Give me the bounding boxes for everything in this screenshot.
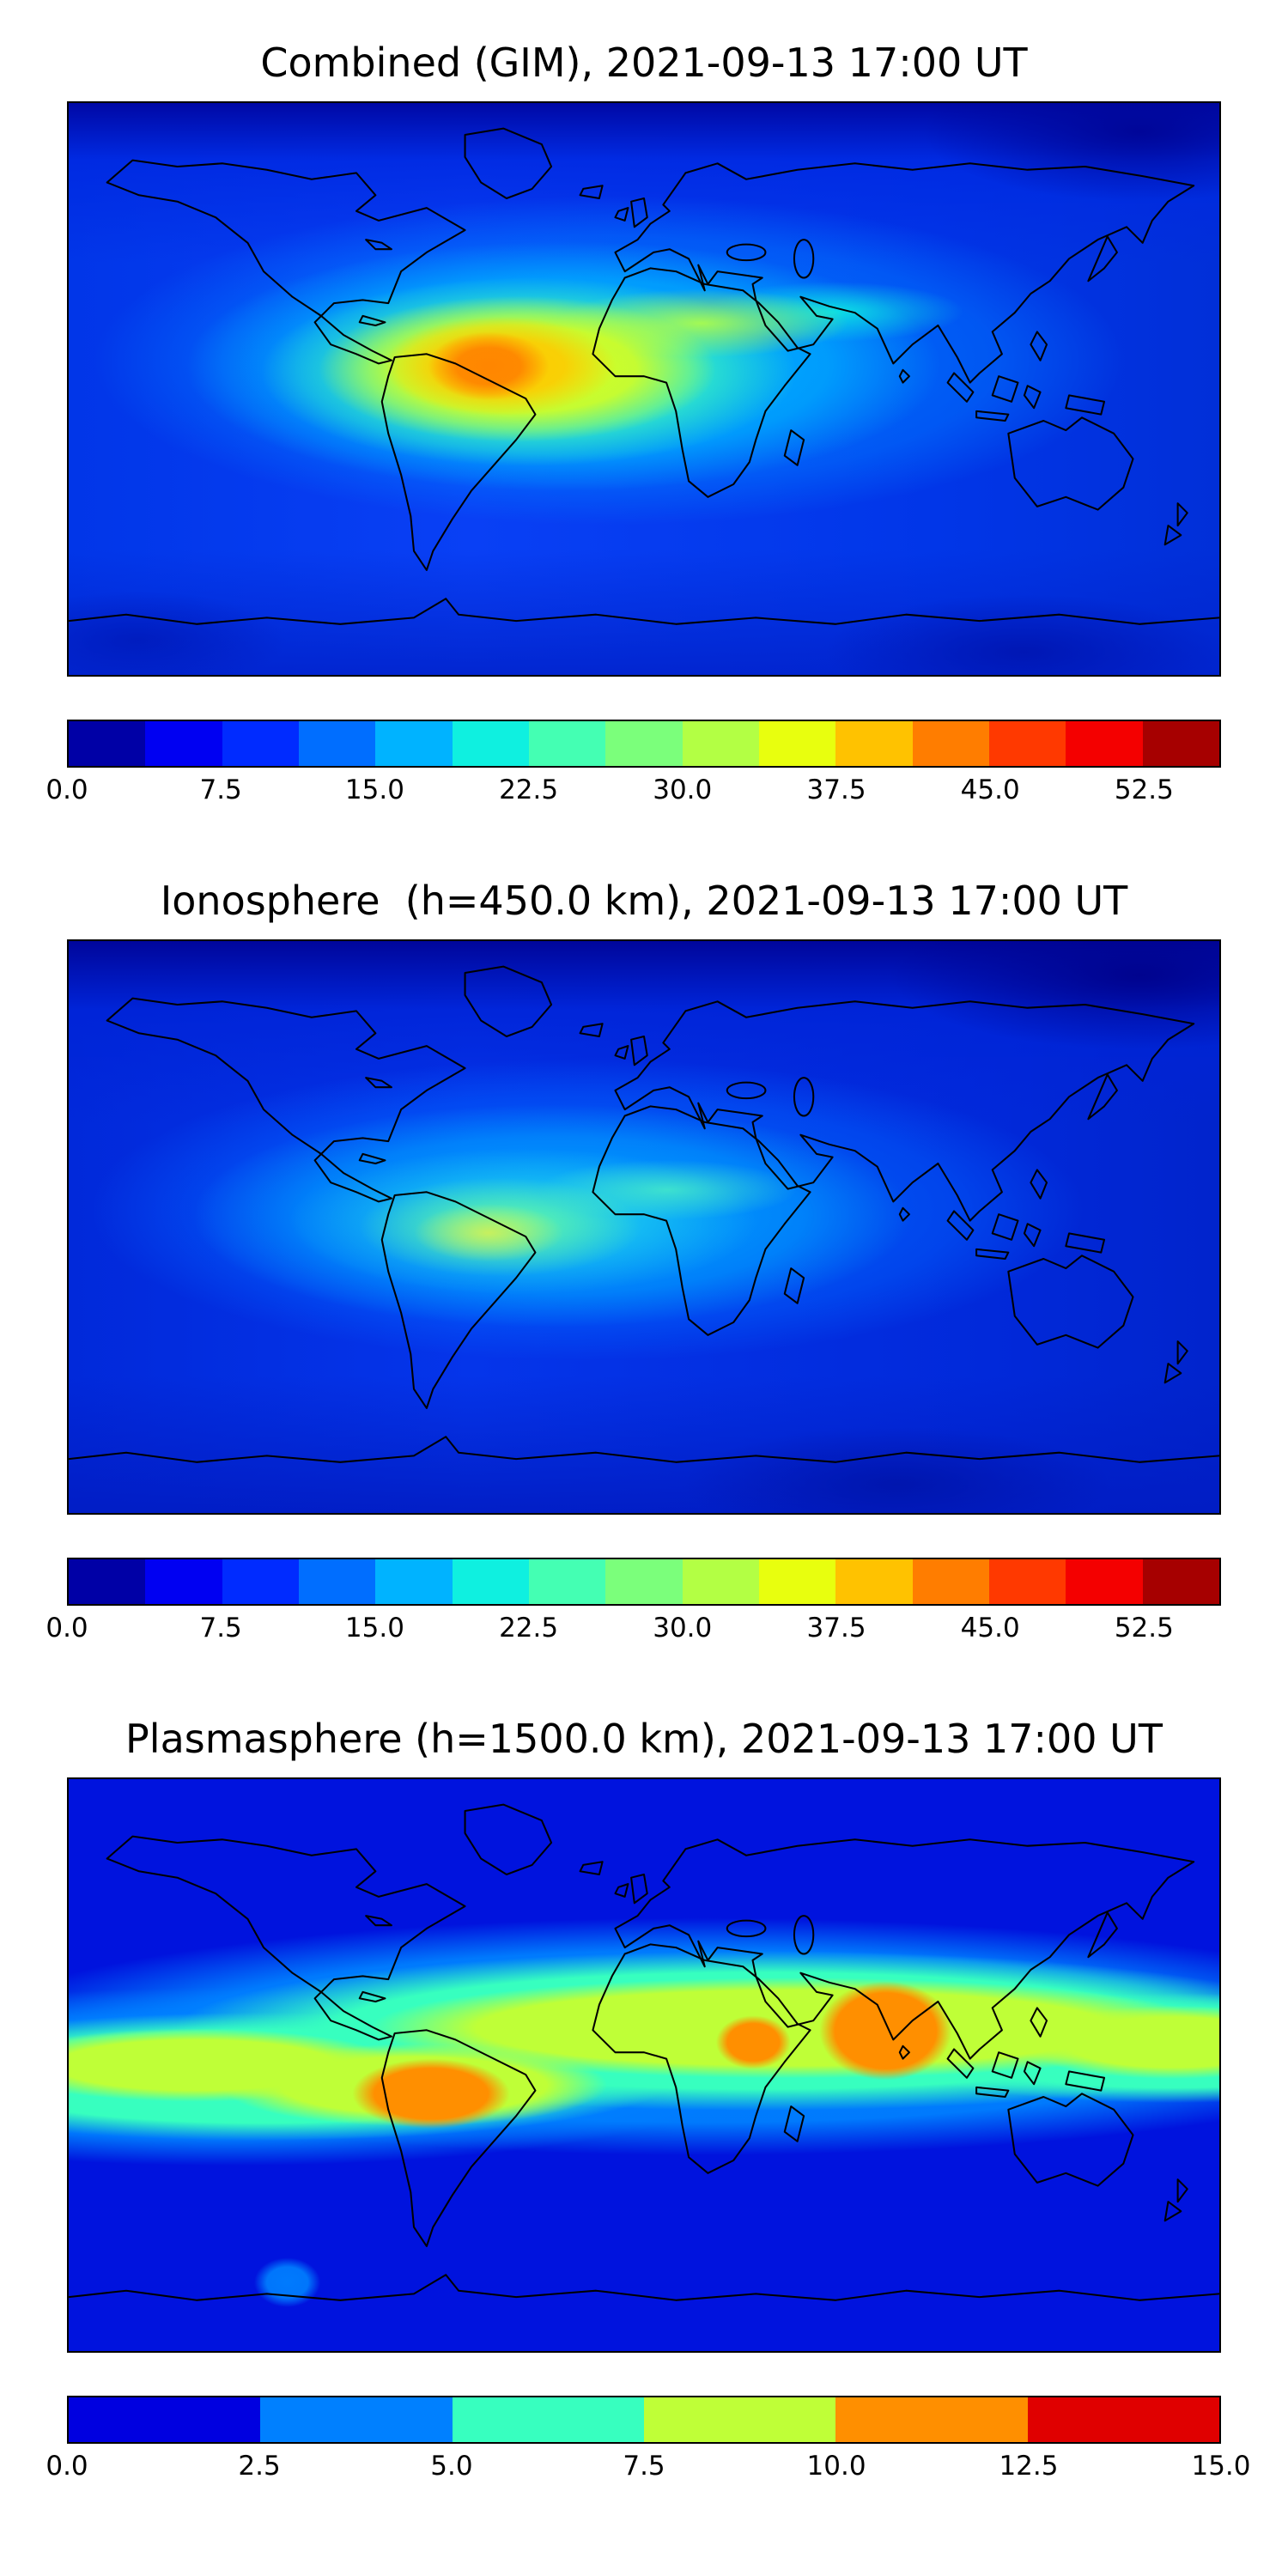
colorbar-segment (260, 2397, 453, 2442)
colorbar-segment (1027, 2397, 1219, 2442)
world-coastlines-icon (69, 965, 1219, 1463)
colorbar-segment (452, 2397, 644, 2442)
colorbar-segment (912, 721, 989, 766)
colorbar-wrap: 0.0 7.5 15.0 22.5 30.0 37.5 45.0 52.5 (46, 720, 1221, 811)
colorbar-segment (912, 1559, 989, 1604)
colorbar-segment (69, 721, 146, 766)
map-ionosphere (67, 939, 1221, 1515)
colorbar-tick-label: 5.0 (430, 2451, 473, 2482)
colorbar-segment (682, 721, 759, 766)
colorbar-tick-label: 0.0 (46, 1613, 88, 1643)
colorbar-tick-label: 0.0 (46, 2451, 88, 2482)
colorbar-segment (375, 1559, 453, 1604)
colorbar-segment (528, 721, 606, 766)
colorbar-segment (988, 1559, 1066, 1604)
colorbar-segment (835, 1559, 913, 1604)
colorbar-segment (1066, 721, 1143, 766)
colorbar-segment (298, 1559, 376, 1604)
colorbar-segment (145, 721, 222, 766)
colorbar-ticks: 0.0 7.5 15.0 22.5 30.0 37.5 45.0 52.5 (46, 773, 1221, 811)
colorbar-tick-label: 0.0 (46, 775, 88, 805)
world-coastlines-icon (69, 1803, 1219, 2301)
colorbar-tick-label: 37.5 (806, 1613, 866, 1643)
map-combined-gim (67, 101, 1221, 677)
colorbar (67, 720, 1221, 768)
colorbar-segment (528, 1559, 606, 1604)
colorbar-tick-label: 45.0 (960, 775, 1020, 805)
colorbar-ticks: 0.0 2.5 5.0 7.5 10.0 12.5 15.0 (46, 2449, 1250, 2487)
colorbar-segment (452, 721, 529, 766)
colorbar-segment (452, 1559, 529, 1604)
colorbar-segment (758, 721, 836, 766)
colorbar-tick-label: 37.5 (806, 775, 866, 805)
colorbar-segment (69, 2397, 261, 2442)
colorbar-tick-label: 52.5 (1114, 775, 1174, 805)
colorbar-tick-label: 12.5 (999, 2451, 1059, 2482)
colorbar-tick-label: 22.5 (499, 775, 559, 805)
colorbar-segment (1142, 721, 1219, 766)
panel-combined-gim: Combined (GIM), 2021-09-13 17:00 UT 0.0 7… (46, 39, 1221, 811)
colorbar-segment (682, 1559, 759, 1604)
colorbar (67, 1558, 1221, 1606)
panel-plasmasphere: Plasmasphere (h=1500.0 km), 2021-09-13 1… (46, 1716, 1251, 2487)
colorbar-tick-label: 2.5 (238, 2451, 281, 2482)
colorbar-segment (758, 1559, 836, 1604)
colorbar-tick-label: 7.5 (199, 775, 242, 805)
colorbar-segment (222, 1559, 299, 1604)
colorbar-segment (1142, 1559, 1219, 1604)
colorbar-segment (375, 721, 453, 766)
panel-title: Plasmasphere (h=1500.0 km), 2021-09-13 1… (125, 1716, 1163, 1762)
colorbar-segment (643, 2397, 836, 2442)
colorbar-tick-label: 15.0 (344, 1613, 404, 1643)
colorbar-tick-label: 10.0 (806, 2451, 866, 2482)
colorbar-segment (835, 2397, 1028, 2442)
colorbar-segment (298, 721, 376, 766)
colorbar (67, 2396, 1221, 2444)
colorbar-tick-label: 7.5 (623, 2451, 665, 2482)
colorbar-segment (69, 1559, 146, 1604)
figure: Combined (GIM), 2021-09-13 17:00 UT 0.0 7… (46, 39, 1251, 2487)
colorbar-tick-label: 52.5 (1114, 1613, 1174, 1643)
colorbar-wrap: 0.0 7.5 15.0 22.5 30.0 37.5 45.0 52.5 (46, 1558, 1221, 1649)
colorbar-wrap: 0.0 2.5 5.0 7.5 10.0 12.5 15.0 (46, 2396, 1251, 2487)
colorbar-segment (222, 721, 299, 766)
colorbar-tick-label: 7.5 (199, 1613, 242, 1643)
colorbar-segment (605, 1559, 683, 1604)
colorbar-tick-label: 45.0 (960, 1613, 1020, 1643)
colorbar-tick-label: 30.0 (653, 1613, 713, 1643)
colorbar-segment (605, 721, 683, 766)
colorbar-tick-label: 22.5 (499, 1613, 559, 1643)
panel-ionosphere: Ionosphere (h=450.0 km), 2021-09-13 17:0… (46, 878, 1221, 1649)
world-coastlines-icon (69, 127, 1219, 625)
panel-title: Combined (GIM), 2021-09-13 17:00 UT (260, 39, 1028, 86)
map-plasmasphere (67, 1777, 1221, 2353)
panel-title: Ionosphere (h=450.0 km), 2021-09-13 17:0… (160, 878, 1128, 924)
colorbar-tick-label: 30.0 (653, 775, 713, 805)
colorbar-segment (1066, 1559, 1143, 1604)
colorbar-segment (145, 1559, 222, 1604)
colorbar-tick-label: 15.0 (344, 775, 404, 805)
colorbar-ticks: 0.0 7.5 15.0 22.5 30.0 37.5 45.0 52.5 (46, 1611, 1221, 1649)
colorbar-segment (988, 721, 1066, 766)
colorbar-segment (835, 721, 913, 766)
colorbar-tick-label: 15.0 (1191, 2451, 1251, 2482)
